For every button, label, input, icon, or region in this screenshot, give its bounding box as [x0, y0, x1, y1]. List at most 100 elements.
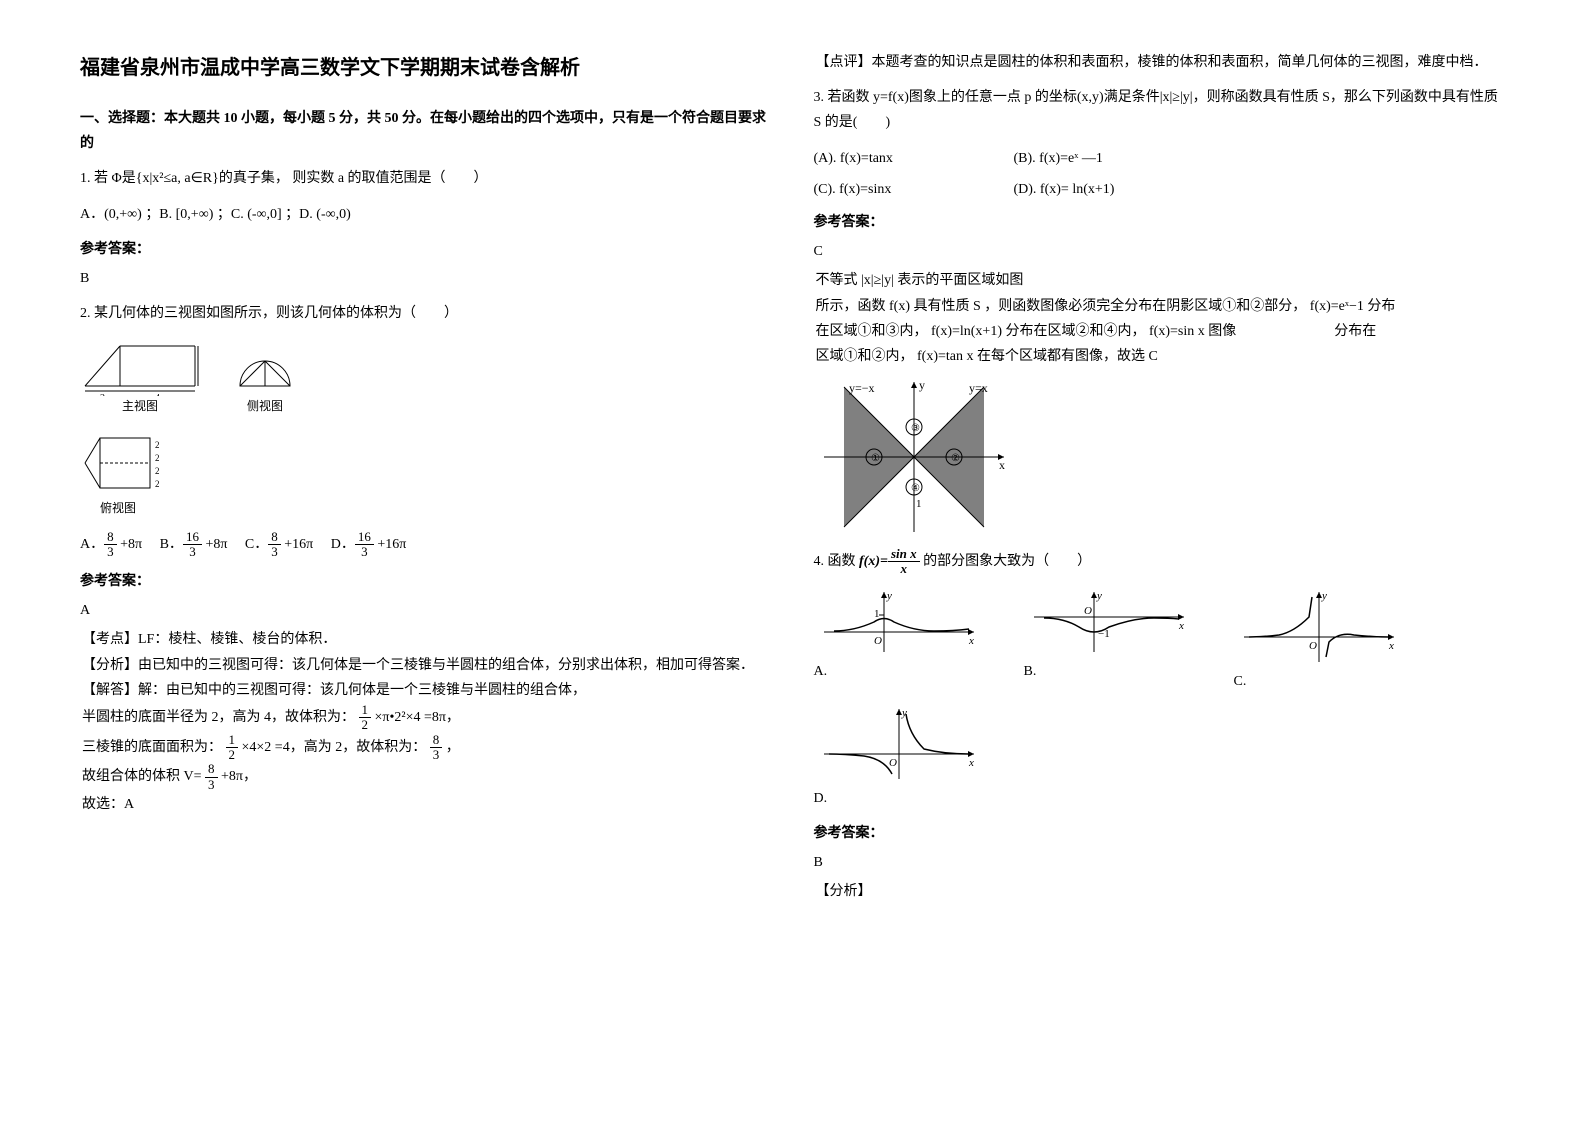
svg-text:O: O [1084, 605, 1092, 617]
top-view-wrap: 2 2 2 2 俯视图 [80, 428, 774, 520]
q4-opt-b-graph: y x O −1 B. [1024, 587, 1224, 694]
top-view-svg: 2 2 2 2 [80, 428, 170, 498]
svg-text:1: 1 [916, 498, 922, 510]
q2-sol-line2: 半圆柱的底面半径为 2，高为 4，故体积为： 12 ×π•2²×4 =8π， [82, 703, 774, 733]
q2-sol-line3: 三棱锥的底面面积为： 12 ×4×2 =4，高为 2，故体积为： 83 ， [82, 733, 774, 763]
q4-answer-label: 参考答案： [814, 821, 1508, 846]
q3-answer: C [814, 239, 1508, 264]
frac-icon: sin xx [888, 547, 920, 577]
q3-options-row2: (C). f(x)=sinx (D). f(x)= ln(x+1) [814, 177, 1508, 202]
q2-answer-label: 参考答案： [80, 569, 774, 594]
q2-options: A．83 +8π B．163 +8π C．83 +16π D．163 +16π [80, 530, 774, 560]
svg-text:2: 2 [155, 440, 160, 450]
y-neg-x-label: y=−x [849, 381, 875, 395]
q3-opt-d: (D). f(x)= ln(x+1) [1014, 177, 1194, 202]
y-x-label: y=x [969, 381, 988, 395]
q3-opt-a: (A). f(x)=tanx [814, 146, 994, 171]
q4-opt-d-label: D. [814, 786, 828, 811]
main-view-label: 主视图 [80, 396, 200, 418]
frac-icon: 163 [355, 530, 374, 560]
x-axis-label: x [999, 458, 1005, 472]
frac-icon: 83 [104, 530, 117, 560]
q2-sol-solve: 【解答】解：由已知中的三视图可得：该几何体是一个三棱锥与半圆柱的组合体， [82, 678, 774, 703]
svg-text:x: x [968, 757, 974, 769]
svg-text:y: y [886, 590, 892, 602]
q3-sol-c: 在区域①和③内， f(x)=ln(x+1) 分布在区域②和④内， f(x)=si… [816, 319, 1508, 344]
q2-opt-b-pre: B． [146, 537, 183, 552]
frac-icon: 12 [359, 703, 372, 733]
q3-sol-b: 所示，函数 f(x) 具有性质 S ，则函数图像必须完全分布在阴影区域①和②部分… [816, 294, 1508, 319]
q4-opt-a-graph: y x O 1 A. [814, 587, 1014, 694]
frac-icon: 83 [268, 530, 281, 560]
q4-opt-c-graph: y x O C. [1234, 587, 1434, 694]
frac-icon: 12 [226, 733, 239, 763]
q2-three-views: 2 4 2 2 主视图 侧视图 [80, 336, 774, 519]
side-view-svg [230, 336, 300, 396]
left-column: 福建省泉州市温成中学高三数学文下学期期末试卷含解析 一、选择题：本大题共 10 … [60, 50, 794, 1072]
question-3: 3. 若函数 y=f(x)图象上的任意一点 p 的坐标(x,y)满足条件|x|≥… [814, 85, 1508, 135]
main-view-svg: 2 4 2 2 [80, 336, 200, 396]
q4-opt-a-label: A. [814, 659, 828, 684]
q2-opt-c-pre: C． [231, 537, 268, 552]
section-header: 一、选择题：本大题共 10 小题，每小题 5 分，共 50 分。在每小题给出的四… [80, 106, 774, 156]
q2-sol-point: 【考点】LF：棱柱、棱锥、棱台的体积． [82, 627, 774, 652]
q2-answer: A [80, 598, 774, 623]
svg-text:O: O [889, 757, 897, 769]
svg-text:2: 2 [100, 393, 105, 396]
q2-sol-line5: 故选：A [82, 792, 774, 817]
q1-options: A．(0,+∞) ；B. [0,+∞) ；C. (-∞,0] ；D. (-∞,0… [80, 202, 774, 227]
svg-text:y: y [1096, 590, 1102, 602]
svg-text:②: ② [951, 453, 960, 464]
q3-options-row1: (A). f(x)=tanx (B). f(x)=eˣ —1 [814, 146, 1508, 171]
svg-text:x: x [1388, 640, 1394, 652]
svg-text:x: x [1178, 620, 1184, 632]
q2-opt-b-post: +8π [202, 537, 227, 552]
y-axis-label: y [919, 378, 925, 392]
svg-text:①: ① [871, 453, 880, 464]
frac-icon: 163 [183, 530, 202, 560]
svg-text:2: 2 [155, 479, 160, 489]
q4-opt-c-label: C. [1234, 669, 1247, 694]
q3-answer-label: 参考答案： [814, 210, 1508, 235]
q1-suffix: 则实数 a 的取值范围是（ ） [292, 171, 487, 186]
right-column: 【点评】本题考查的知识点是圆柱的体积和表面积，棱锥的体积和表面积，简单几何体的三… [794, 50, 1528, 1072]
q3-opt-b: (B). f(x)=eˣ —1 [1014, 146, 1194, 171]
q2-opt-c-post: +16π [281, 537, 313, 552]
q3-sol-d: 区域①和②内， f(x)=tan x 在每个区域都有图像，故选 C [816, 344, 1508, 369]
q2-opt-d-post: +16π [374, 537, 406, 552]
q2-comment: 【点评】本题考查的知识点是圆柱的体积和表面积，棱锥的体积和表面积，简单几何体的三… [816, 50, 1508, 75]
svg-text:④: ④ [911, 483, 920, 494]
q4-answer: B [814, 850, 1508, 875]
frac-icon: 83 [205, 762, 218, 792]
q2-opt-d-pre: D． [317, 537, 355, 552]
q3-opt-c: (C). f(x)=sinx [814, 177, 994, 202]
svg-text:y: y [1321, 590, 1327, 602]
q2-sol-analysis: 【分析】由已知中的三视图可得：该几何体是一个三棱锥与半圆柱的组合体，分别求出体积… [82, 653, 774, 678]
q1-opt-c: ；C. (-∞,0] [217, 207, 282, 222]
svg-text:③: ③ [911, 423, 920, 434]
question-1: 1. 若 Φ是{x|x²≤a, a∈R}的真子集， 则实数 a 的取值范围是（ … [80, 166, 774, 191]
q1-opt-b: ；B. [0,+∞) [145, 207, 213, 222]
top-view-label: 俯视图 [100, 498, 774, 520]
svg-text:1: 1 [874, 608, 880, 620]
q4-opt-b-label: B. [1024, 659, 1037, 684]
q4-analysis: 【分析】 [816, 879, 1508, 904]
q4-graph-options: y x O 1 A. y x O −1 B. [814, 587, 1508, 811]
q1-answer-label: 参考答案： [80, 237, 774, 262]
side-view-label: 侧视图 [230, 396, 300, 418]
svg-text:O: O [874, 635, 882, 647]
q2-sol-line4: 故组合体的体积 V= 83 +8π， [82, 762, 774, 792]
exam-title: 福建省泉州市温成中学高三数学文下学期期末试卷含解析 [80, 50, 774, 86]
question-4: 4. 函数 f(x)=sin xx 的部分图象大致为（ ） [814, 547, 1508, 577]
svg-text:2: 2 [155, 466, 160, 476]
question-2: 2. 某几何体的三视图如图所示，则该几何体的体积为（ ） [80, 301, 774, 326]
q1-prefix: 1. 若 [80, 171, 108, 186]
frac-icon: 83 [430, 733, 443, 763]
q1-formula: Φ是{x|x²≤a, a∈R}的真子集， [112, 171, 289, 186]
svg-text:2: 2 [155, 453, 160, 463]
svg-text:O: O [1309, 640, 1317, 652]
q1-opt-a: A．(0,+∞) [80, 207, 142, 222]
q1-opt-d: ；D. (-∞,0) [285, 207, 351, 222]
q1-answer: B [80, 266, 774, 291]
q3-region-diagram: y=−x y=x y x ③ ② ① ④ 1 [814, 377, 1508, 537]
